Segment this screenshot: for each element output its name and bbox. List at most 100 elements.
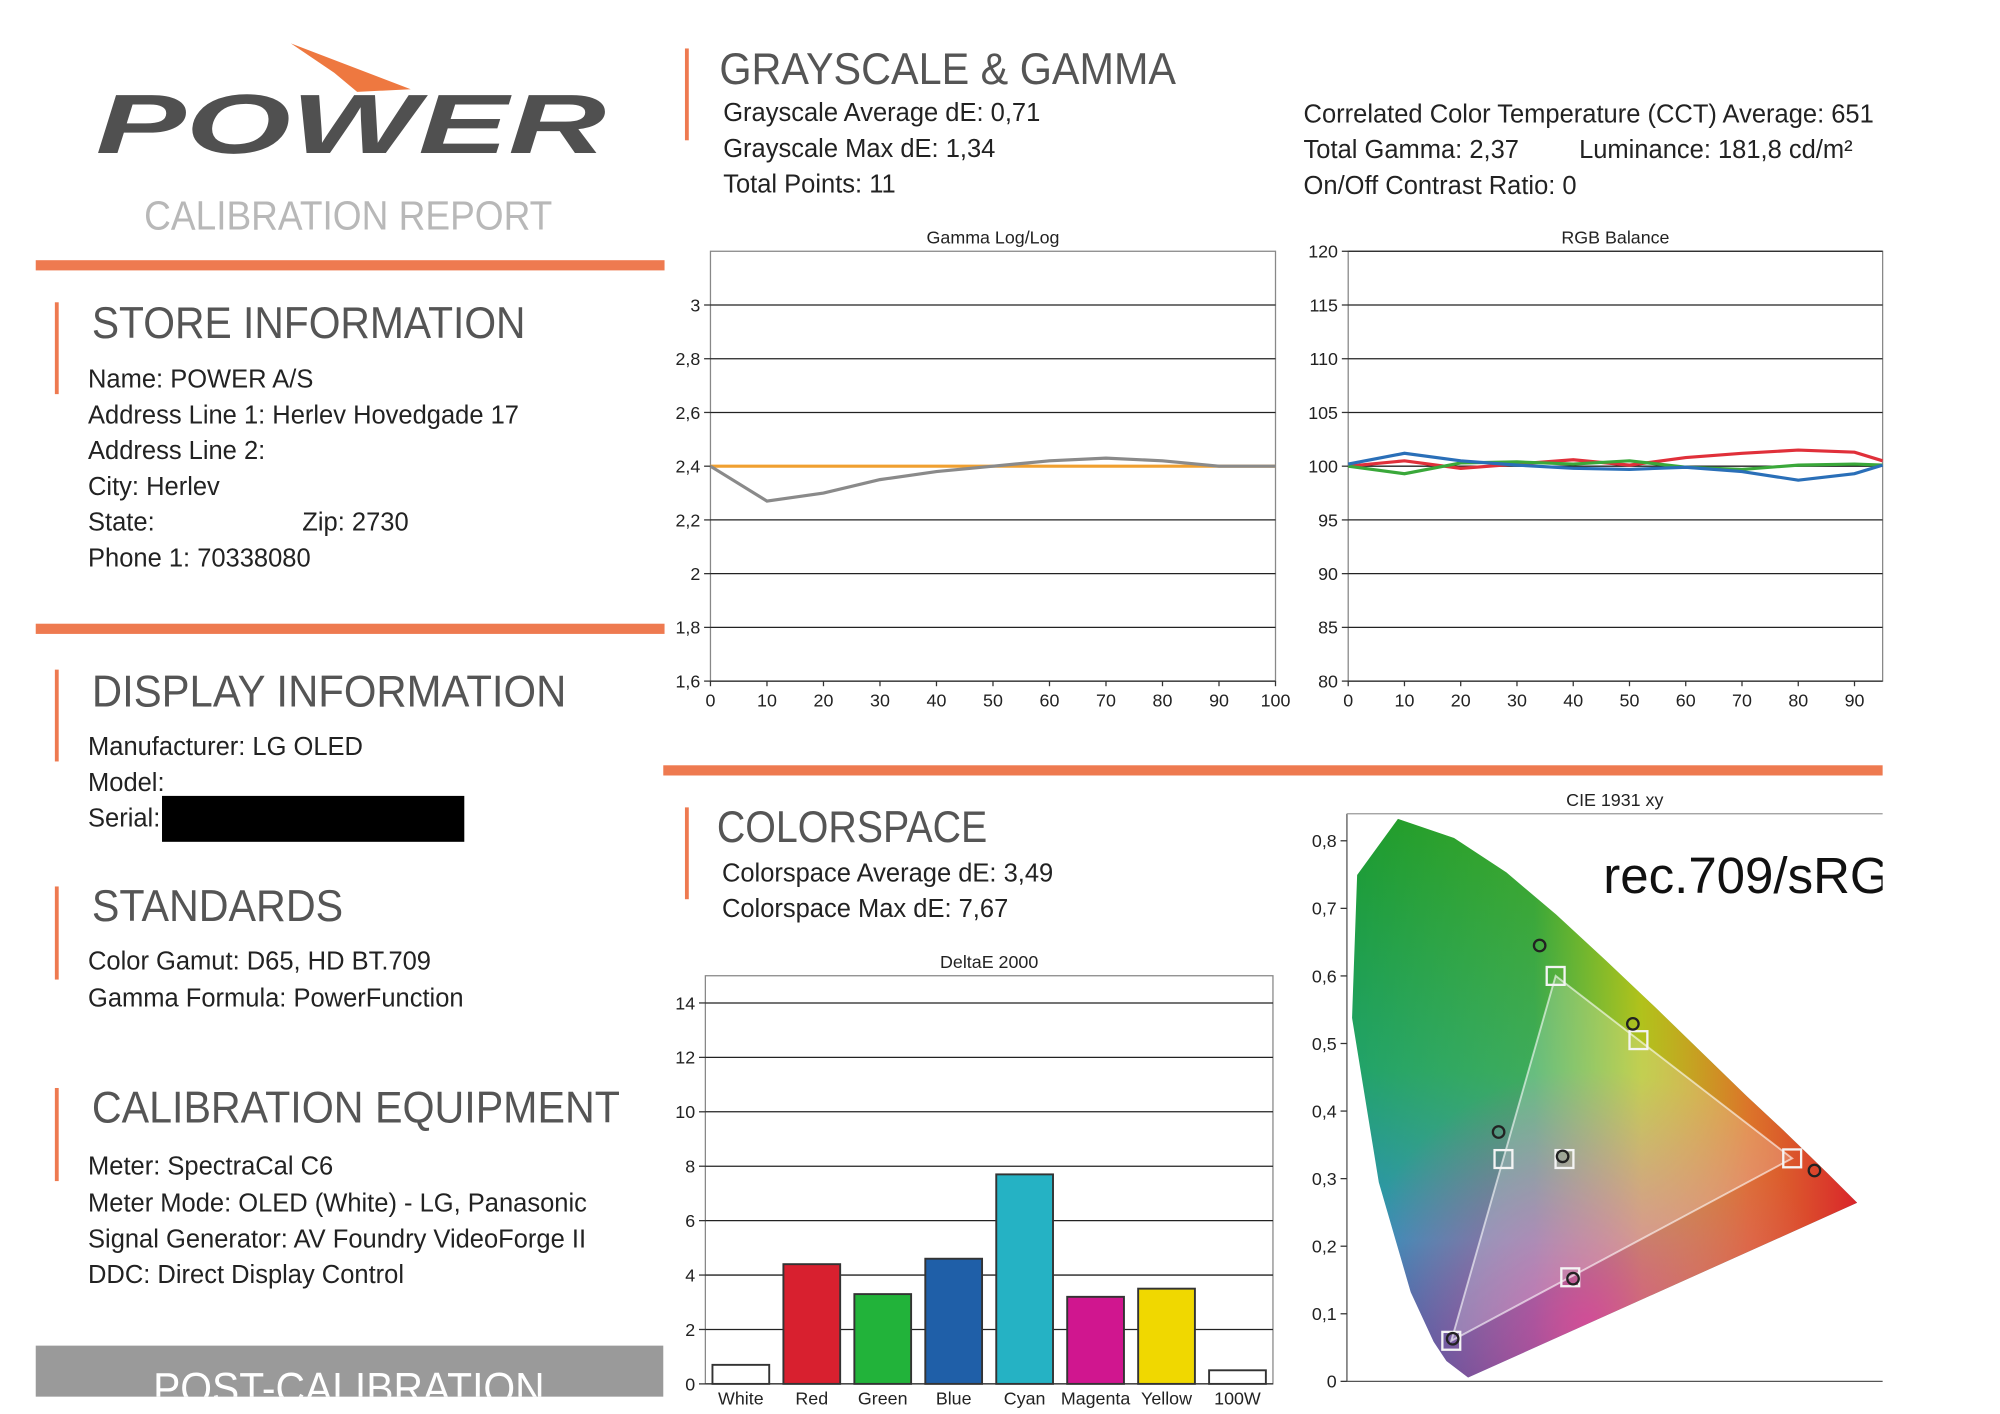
info-line: DDC: Direct Display Control (88, 1261, 404, 1289)
y-tick-label: 14 (675, 993, 695, 1013)
x-tick-label: 50 (1620, 691, 1640, 711)
x-tick-label: 80 (1153, 691, 1173, 711)
measured-point (1566, 1271, 1580, 1286)
x-tick-label: 70 (1732, 691, 1752, 711)
logo-mark (290, 43, 411, 92)
accent (54, 886, 59, 980)
accent (684, 807, 689, 900)
y-tick-label: 95 (1318, 510, 1338, 530)
y-tick-label: 1,8 (675, 618, 700, 638)
x-tick-label: 80 (1788, 691, 1808, 711)
x-tick-label: 60 (1676, 691, 1696, 711)
info-line: Meter: SpectraCal C6 (88, 1153, 333, 1181)
measured-point (1807, 1163, 1822, 1178)
info-line: Gamma Formula: PowerFunction (88, 984, 464, 1012)
y-tick-label: 2,4 (675, 457, 700, 477)
y-tick-label: 0 (1327, 1372, 1337, 1392)
bar (853, 1293, 913, 1385)
stat-line: Total Points: 11 (723, 171, 895, 199)
y-tick-label: 0,4 (1312, 1101, 1337, 1121)
section-title: COLORSPACE (717, 803, 987, 852)
accent (54, 669, 59, 762)
target-point (1628, 1030, 1649, 1051)
stat-line: Correlated Color Temperature (CCT) Avera… (1304, 100, 1874, 128)
y-tick-label: 80 (1318, 671, 1338, 691)
info-line: Model: (88, 769, 165, 797)
y-tick-label: 0,7 (1312, 899, 1337, 919)
y-tick-label: 10 (675, 1102, 695, 1122)
data-line (1347, 459, 1883, 476)
y-tick-label: 100 (1308, 457, 1338, 477)
y-tick-label: 2,2 (675, 510, 700, 530)
section-title: CALIBRATION EQUIPMENT (92, 1083, 620, 1132)
divider (35, 260, 665, 271)
x-tick-label: 100 (1261, 691, 1291, 711)
x-tick-label: 40 (927, 691, 947, 711)
stat-line: Colorspace Max dE: 7,67 (722, 895, 1008, 923)
y-tick-label: 90 (1318, 564, 1338, 584)
x-tick-label: 0 (1343, 691, 1353, 711)
x-tick-label: Blue (936, 1388, 972, 1408)
x-tick-label: 90 (1845, 691, 1865, 711)
x-tick-label: 10 (757, 691, 777, 711)
stat-line: Colorspace Average dE: 3,49 (722, 859, 1053, 887)
target-point (1545, 965, 1566, 987)
y-tick-label: 0,2 (1312, 1237, 1337, 1257)
info-line: Address Line 1: Herlev Hovedgade 17 (88, 401, 519, 429)
info-line: Phone 1: 70338080 (88, 544, 311, 572)
x-tick-label: 20 (814, 691, 834, 711)
bar (1066, 1295, 1125, 1385)
chart-title: Gamma Log/Log (927, 228, 1060, 248)
divider (35, 623, 665, 634)
bar (711, 1363, 771, 1385)
info-line: City: Herlev (88, 473, 220, 501)
x-tick-label: 60 (1040, 691, 1060, 711)
measured-point (1491, 1125, 1506, 1139)
x-tick-label: Green (858, 1388, 908, 1408)
y-tick-label: 0,1 (1312, 1304, 1337, 1324)
chart-title: CIE 1931 xy (1566, 790, 1663, 810)
y-tick-label: 105 (1308, 403, 1338, 423)
y-tick-label: 12 (675, 1048, 695, 1068)
y-tick-label: 2 (690, 564, 700, 584)
section-title: STORE INFORMATION (92, 299, 526, 348)
subtitle: CALIBRATION REPORT (144, 193, 552, 239)
measured-point (1625, 1017, 1640, 1031)
x-tick-label: 50 (983, 691, 1003, 711)
target-point (1493, 1148, 1514, 1170)
bar (782, 1263, 842, 1385)
y-tick-label: 2,8 (675, 349, 700, 369)
bar (924, 1257, 984, 1385)
redaction (162, 795, 465, 842)
bar (1208, 1369, 1267, 1385)
x-tick-label: Cyan (1004, 1388, 1046, 1408)
measured-point (1555, 1149, 1570, 1164)
y-tick-label: 0,8 (1312, 831, 1337, 851)
target-point (1441, 1330, 1462, 1351)
y-tick-label: 2,6 (675, 403, 700, 423)
info-line: Zip: 2730 (302, 509, 408, 537)
bar (995, 1173, 1054, 1385)
measured-point (1532, 938, 1547, 953)
y-tick-label: 115 (1310, 295, 1339, 315)
y-tick-label: 85 (1318, 618, 1338, 638)
info-line: Signal Generator: AV Foundry VideoForge … (88, 1225, 586, 1253)
y-tick-label: 2 (685, 1320, 695, 1340)
section-title: DISPLAY INFORMATION (92, 668, 566, 717)
y-tick-label: 8 (685, 1157, 695, 1177)
data-line (709, 456, 1276, 503)
stat-line: Grayscale Max dE: 1,34 (723, 135, 995, 163)
x-tick-label: Yellow (1141, 1388, 1192, 1408)
section-title: STANDARDS (92, 882, 343, 931)
x-tick-label: 10 (1395, 691, 1415, 711)
y-tick-label: 0,3 (1312, 1169, 1337, 1189)
y-tick-label: 3 (690, 295, 700, 315)
x-tick-label: 30 (870, 691, 890, 711)
y-tick-label: 0,6 (1312, 966, 1337, 986)
x-tick-label: 90 (1209, 691, 1229, 711)
info-line: Color Gamut: D65, HD BT.709 (88, 947, 431, 975)
y-tick-label: 4 (685, 1265, 695, 1285)
accent (684, 48, 689, 141)
x-tick-label: White (718, 1388, 764, 1408)
